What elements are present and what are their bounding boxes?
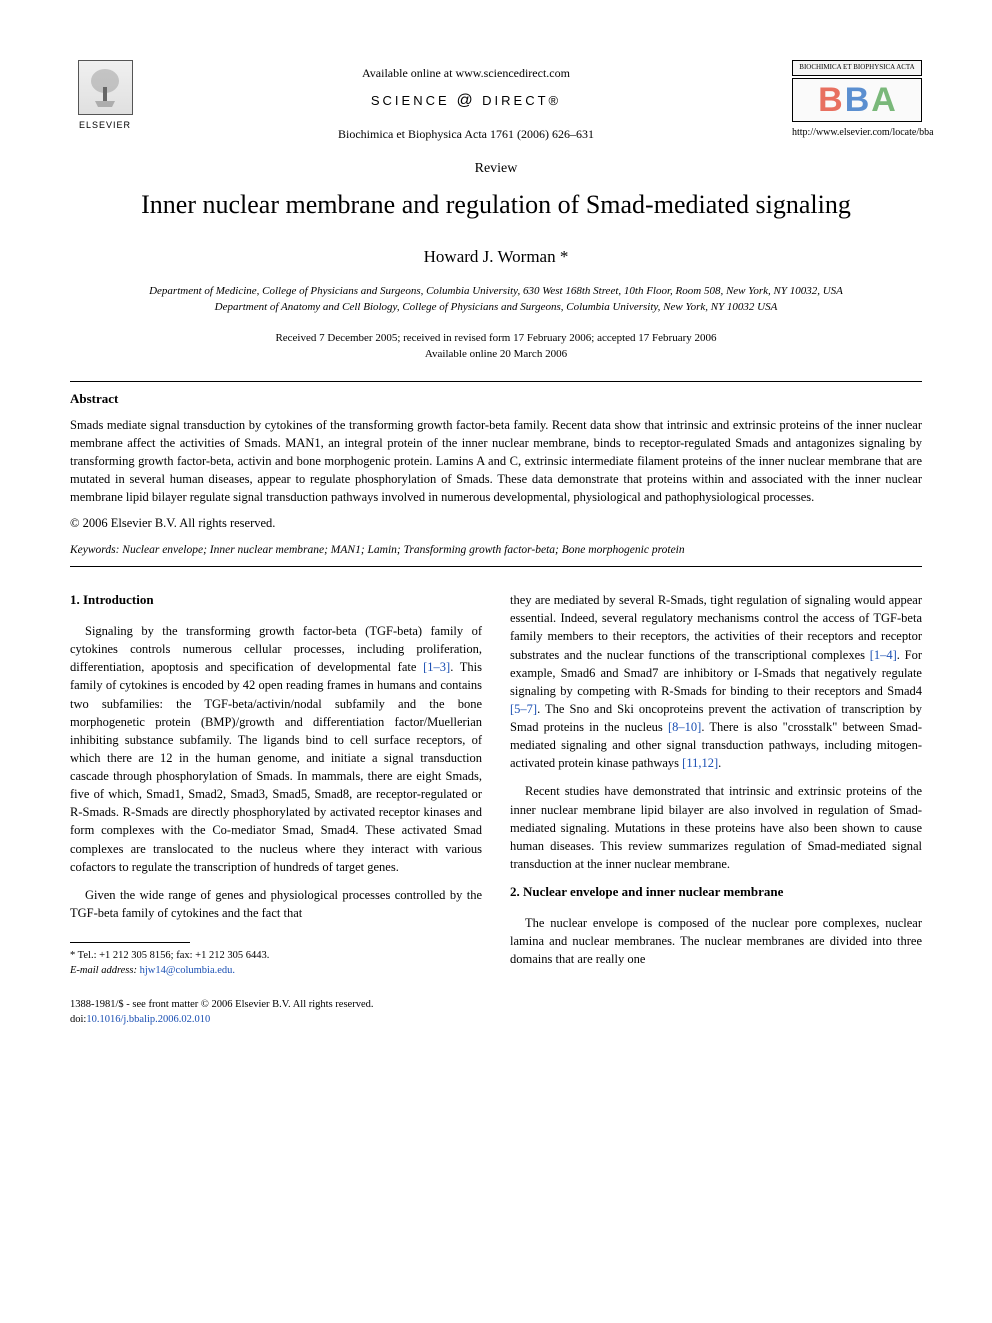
sd-right: DIRECT® [482, 93, 561, 108]
ref-link-5-7[interactable]: [5–7] [510, 702, 537, 716]
footer-doi-line: doi:10.1016/j.bbalip.2006.02.010 [70, 1013, 482, 1028]
article-type: Review [70, 159, 922, 179]
col2-para-2: Recent studies have demonstrated that in… [510, 782, 922, 873]
bba-header-text: BIOCHIMICA ET BIOPHYSICA ACTA [792, 60, 922, 76]
bba-letter-3: A [871, 83, 896, 117]
intro-para-1: Signaling by the transforming growth fac… [70, 622, 482, 876]
ref-link-8-10[interactable]: [8–10] [668, 720, 701, 734]
footnote-block: * Tel.: +1 212 305 8156; fax: +1 212 305… [70, 949, 482, 978]
journal-reference: Biochimica et Biophysica Acta 1761 (2006… [140, 126, 792, 143]
available-online-text: Available online at www.sciencedirect.co… [140, 65, 792, 82]
doi-label: doi: [70, 1014, 86, 1025]
article-dates: Received 7 December 2005; received in re… [70, 330, 922, 363]
col2-para-1: they are mediated by several R-Smads, ti… [510, 591, 922, 772]
ref-link-1-3[interactable]: [1–3] [423, 660, 450, 674]
elsevier-tree-icon [78, 60, 133, 115]
affiliation-1: Department of Medicine, College of Physi… [70, 283, 922, 300]
column-right: they are mediated by several R-Smads, ti… [510, 591, 922, 1028]
header-row: ELSEVIER Available online at www.science… [70, 60, 922, 143]
abstract-label: Abstract [70, 390, 922, 408]
col2-para-3: The nuclear envelope is composed of the … [510, 914, 922, 968]
affiliations: Department of Medicine, College of Physi… [70, 283, 922, 316]
doi-link[interactable]: 10.1016/j.bbalip.2006.02.010 [86, 1014, 210, 1025]
ref-link-1-4[interactable]: [1–4] [870, 648, 897, 662]
email-link[interactable]: hjw14@columbia.edu. [140, 965, 235, 976]
keywords-label: Keywords: [70, 544, 119, 556]
bba-letter-2: B [845, 83, 870, 117]
dates-line-2: Available online 20 March 2006 [70, 346, 922, 363]
sd-at-icon: @ [456, 92, 475, 109]
footnote-separator [70, 942, 190, 943]
c2p1-a: they are mediated by several R-Smads, ti… [510, 593, 922, 661]
footer-block: 1388-1981/$ - see front matter © 2006 El… [70, 998, 482, 1027]
section-2-heading: 2. Nuclear envelope and inner nuclear me… [510, 883, 922, 902]
science-direct-logo: SCIENCE @ DIRECT® [140, 90, 792, 112]
column-left: 1. Introduction Signaling by the transfo… [70, 591, 482, 1028]
header-center: Available online at www.sciencedirect.co… [140, 60, 792, 143]
footnote-tel: * Tel.: +1 212 305 8156; fax: +1 212 305… [70, 949, 482, 964]
divider-top [70, 381, 922, 382]
abstract-text: Smads mediate signal transduction by cyt… [70, 416, 922, 507]
email-label: E-mail address: [70, 965, 137, 976]
section-1-heading: 1. Introduction [70, 591, 482, 610]
bba-letters: B B A [797, 83, 917, 117]
p1-text-b: . This family of cytokines is encoded by… [70, 660, 482, 873]
article-title: Inner nuclear membrane and regulation of… [70, 187, 922, 223]
body-columns: 1. Introduction Signaling by the transfo… [70, 591, 922, 1028]
affiliation-2: Department of Anatomy and Cell Biology, … [70, 299, 922, 316]
divider-bottom [70, 566, 922, 567]
p1-text-a: Signaling by the transforming growth fac… [70, 624, 482, 674]
sd-left: SCIENCE [371, 93, 450, 108]
ref-link-11-12[interactable]: [11,12] [682, 756, 718, 770]
bba-main-box: B B A [792, 78, 922, 122]
bba-logo: BIOCHIMICA ET BIOPHYSICA ACTA B B A http… [792, 60, 922, 140]
author-name: Howard J. Worman * [70, 245, 922, 269]
bba-url: http://www.elsevier.com/locate/bba [792, 126, 922, 140]
abstract-copyright: © 2006 Elsevier B.V. All rights reserved… [70, 515, 922, 533]
intro-para-2: Given the wide range of genes and physio… [70, 886, 482, 922]
elsevier-label: ELSEVIER [79, 119, 131, 132]
footer-line-1: 1388-1981/$ - see front matter © 2006 El… [70, 998, 482, 1013]
keywords-text: Nuclear envelope; Inner nuclear membrane… [122, 544, 684, 556]
elsevier-logo: ELSEVIER [70, 60, 140, 140]
c2p1-e: . [718, 756, 721, 770]
footnote-email-line: E-mail address: hjw14@columbia.edu. [70, 964, 482, 979]
dates-line-1: Received 7 December 2005; received in re… [70, 330, 922, 347]
keywords-line: Keywords: Nuclear envelope; Inner nuclea… [70, 542, 922, 558]
bba-letter-1: B [818, 83, 843, 117]
